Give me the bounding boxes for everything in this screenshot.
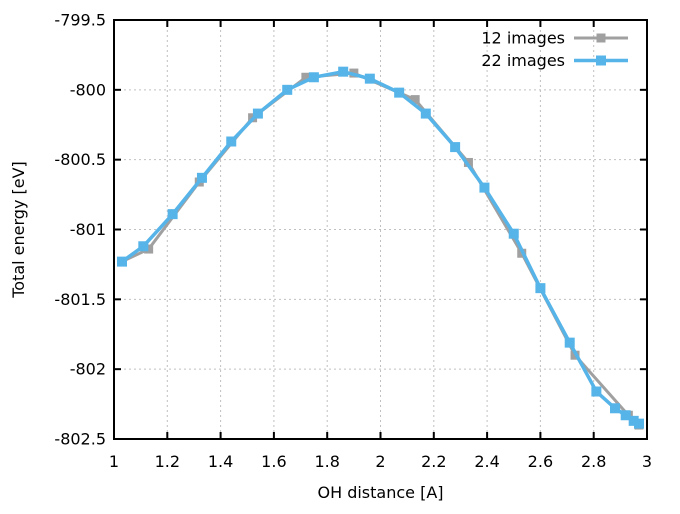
x-tick-label: 1.8 <box>314 452 339 471</box>
data-point-marker <box>308 72 319 83</box>
x-tick-label: 1.6 <box>261 452 286 471</box>
legend-entry-22-images: 22 images <box>481 51 628 70</box>
data-point-marker <box>591 386 602 397</box>
x-tick-label: 1 <box>109 452 119 471</box>
data-point-marker <box>364 73 375 84</box>
x-axis-title: OH distance [A] <box>317 483 443 502</box>
legend: 12 images 22 images <box>481 29 628 70</box>
y-tick-label: -800.5 <box>54 150 106 169</box>
y-tick-label: -799.5 <box>54 11 106 30</box>
y-axis-title: Total energy [eV] <box>9 161 28 299</box>
data-point-marker <box>450 142 461 153</box>
legend-label: 12 images <box>481 29 565 48</box>
x-tick-label: 1.2 <box>155 452 180 471</box>
data-point-marker <box>463 157 473 167</box>
data-point-marker <box>634 418 645 429</box>
legend-sample-marker <box>596 55 606 66</box>
x-tick-label: 2.4 <box>474 452 499 471</box>
y-tick-label: -801 <box>70 220 106 239</box>
data-point-marker <box>394 87 405 98</box>
data-point-marker <box>508 228 519 239</box>
data-point-marker <box>116 256 127 267</box>
data-point-marker <box>564 337 575 348</box>
data-point-marker <box>282 84 293 95</box>
x-tick-label: 3 <box>642 452 652 471</box>
series-22-images <box>116 66 645 429</box>
legend-entry-12-images: 12 images <box>481 29 628 48</box>
x-tick-label: 1.4 <box>208 452 233 471</box>
data-point-marker <box>196 172 207 183</box>
x-tick-label: 2.2 <box>421 452 446 471</box>
data-point-marker <box>610 403 621 414</box>
data-point-marker <box>138 241 149 252</box>
y-tick-label: -802 <box>70 360 106 379</box>
legend-sample-marker <box>596 33 606 43</box>
data-point-marker <box>479 182 490 193</box>
data-point-marker <box>420 108 431 119</box>
y-tick-label: -802.5 <box>54 430 106 449</box>
data-point-marker <box>338 66 349 77</box>
data-point-marker <box>628 415 639 426</box>
y-tick-label: -801.5 <box>54 290 106 309</box>
series-line-22-images <box>120 69 641 426</box>
x-tick-label: 2.6 <box>528 452 553 471</box>
x-tick-label: 2.8 <box>581 452 606 471</box>
data-point-marker <box>535 283 546 294</box>
data-point-marker <box>410 95 420 105</box>
data-point-marker <box>167 209 178 220</box>
data-point-marker <box>301 72 311 82</box>
data-point-marker <box>226 136 237 147</box>
data-point-marker <box>252 108 263 119</box>
data-point-marker <box>144 244 154 254</box>
data-point-marker <box>620 410 631 421</box>
x-tick-label: 2 <box>375 452 385 471</box>
y-tick-label: -800 <box>70 80 106 99</box>
legend-label: 22 images <box>481 51 565 70</box>
